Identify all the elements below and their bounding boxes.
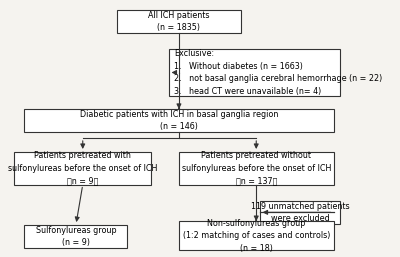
- FancyBboxPatch shape: [117, 10, 241, 33]
- FancyBboxPatch shape: [24, 225, 128, 248]
- Text: All ICH patients
(n = 1835): All ICH patients (n = 1835): [148, 11, 210, 32]
- Text: Diabetic patients with ICH in basal ganglia region
(n = 146): Diabetic patients with ICH in basal gang…: [80, 110, 278, 131]
- FancyBboxPatch shape: [169, 49, 340, 96]
- FancyBboxPatch shape: [24, 109, 334, 132]
- Text: Non-sulfonylureas group
(1:2 matching of cases and controls)
(n = 18): Non-sulfonylureas group (1:2 matching of…: [182, 219, 330, 253]
- Text: Sulfonylureas group
(n = 9): Sulfonylureas group (n = 9): [36, 226, 116, 247]
- Text: Patients pretreated without
sulfonylureas before the onset of ICH
（n = 137）: Patients pretreated without sulfonylurea…: [182, 151, 331, 185]
- Text: Exclusive:
1.   Without diabetes (n = 1663)
2.   not basal ganglia cerebral hemo: Exclusive: 1. Without diabetes (n = 1663…: [174, 49, 382, 96]
- FancyBboxPatch shape: [260, 201, 340, 224]
- Text: Patients pretreated with
sulfonylureas before the onset of ICH
（n = 9）: Patients pretreated with sulfonylureas b…: [8, 151, 158, 185]
- Text: 119 unmatched patients
were excluded: 119 unmatched patients were excluded: [251, 201, 349, 223]
- FancyBboxPatch shape: [14, 152, 152, 185]
- FancyBboxPatch shape: [179, 152, 334, 185]
- FancyBboxPatch shape: [179, 221, 334, 250]
